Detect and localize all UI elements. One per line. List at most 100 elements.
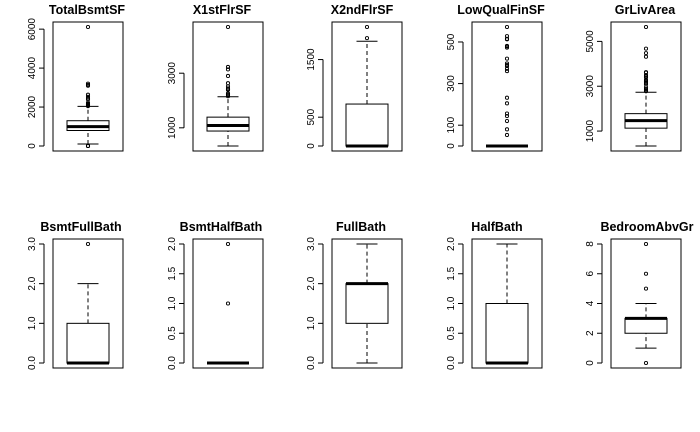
outlier-point bbox=[643, 77, 649, 83]
plot-frame bbox=[192, 238, 264, 369]
y-tick-label: 1.0 bbox=[306, 316, 317, 330]
outlier-point bbox=[643, 70, 649, 75]
outlier-point bbox=[504, 36, 510, 41]
outlier-point bbox=[504, 95, 510, 100]
iqr-box bbox=[66, 322, 110, 364]
outlier-point bbox=[504, 56, 510, 61]
y-tick-label: 0.0 bbox=[306, 356, 317, 370]
outlier-point bbox=[364, 36, 370, 41]
outlier-point bbox=[504, 113, 510, 119]
plot-frame bbox=[610, 238, 682, 369]
boxplot-panel: LowQualFinSF 0 100 300 500 bbox=[446, 3, 545, 152]
panel-title: X1stFlrSF bbox=[193, 3, 252, 17]
y-tick-label: 2.0 bbox=[446, 237, 457, 251]
plot-frame bbox=[610, 21, 682, 152]
panel-title: LowQualFinSF bbox=[457, 3, 545, 17]
y-tick-label: 0.5 bbox=[446, 326, 457, 340]
y-tick-label: 2.0 bbox=[27, 276, 38, 290]
outlier-point bbox=[504, 111, 510, 116]
outlier-point bbox=[643, 271, 649, 276]
outlier-point bbox=[643, 360, 649, 366]
outlier-point bbox=[225, 86, 231, 91]
boxplot-panel: HalfBath 0.0 0.5 1.0 1.5 2.0 bbox=[446, 220, 543, 370]
y-tick-label: 2 bbox=[585, 330, 596, 336]
y-tick-label: 0 bbox=[27, 143, 38, 149]
outlier-point bbox=[85, 92, 91, 97]
y-tick-label: 3.0 bbox=[306, 237, 317, 251]
plot-frame bbox=[331, 21, 403, 152]
plot-frame bbox=[331, 238, 403, 369]
outlier-point bbox=[85, 241, 91, 247]
y-tick-label: 2.0 bbox=[306, 276, 317, 290]
outlier-point bbox=[85, 81, 91, 86]
y-tick-label: 3.0 bbox=[27, 237, 38, 251]
boxplot-panel: FullBath 0.0 1.0 2.0 3.0 bbox=[306, 220, 403, 370]
y-tick-label: 500 bbox=[306, 108, 317, 125]
boxplot-panel: X1stFlrSF 1000 3000 bbox=[167, 3, 264, 152]
boxplot-panel: GrLivArea 1000 3000 5000 bbox=[585, 3, 682, 152]
outlier-point bbox=[85, 94, 91, 99]
outlier-point bbox=[225, 73, 231, 79]
y-tick-label: 3000 bbox=[585, 75, 596, 98]
y-tick-label: 1.5 bbox=[446, 266, 457, 280]
plot-frame bbox=[52, 238, 124, 369]
plot-frame bbox=[52, 21, 124, 152]
outlier-point bbox=[225, 67, 231, 72]
outlier-point bbox=[85, 143, 91, 149]
y-tick-label: 0 bbox=[446, 143, 457, 149]
outlier-point bbox=[504, 43, 510, 48]
plot-frame bbox=[471, 238, 543, 369]
outlier-point bbox=[504, 34, 510, 39]
outlier-point bbox=[225, 24, 231, 30]
iqr-box bbox=[345, 103, 389, 147]
outlier-point bbox=[225, 241, 231, 247]
y-tick-label: 4000 bbox=[27, 57, 38, 80]
boxplot-panel: BedroomAbvGr 0 2 4 6 8 bbox=[585, 220, 694, 369]
iqr-box bbox=[485, 303, 529, 364]
boxplot-panel: X2ndFlrSF 0 500 1500 bbox=[306, 3, 403, 152]
y-tick-label: 8 bbox=[585, 241, 596, 247]
outlier-point bbox=[643, 87, 649, 92]
boxplot-panel: TotalBsmtSF 0 2000 4000 6000 bbox=[27, 3, 125, 152]
y-tick-label: 4 bbox=[585, 300, 596, 306]
outlier-point bbox=[504, 101, 510, 106]
outlier-point bbox=[643, 51, 649, 56]
outlier-point bbox=[504, 118, 510, 124]
iqr-box bbox=[345, 283, 389, 324]
panel-title: HalfBath bbox=[471, 220, 522, 234]
y-tick-label: 0.0 bbox=[27, 356, 38, 370]
y-tick-label: 6 bbox=[585, 271, 596, 277]
y-tick-label: 1.0 bbox=[167, 296, 178, 310]
panel-title: FullBath bbox=[336, 220, 386, 234]
y-tick-label: 100 bbox=[446, 116, 457, 133]
y-tick-label: 0.0 bbox=[167, 356, 178, 370]
outlier-point bbox=[504, 66, 510, 71]
outlier-point bbox=[85, 24, 91, 30]
outlier-point bbox=[643, 241, 649, 247]
y-tick-label: 1000 bbox=[585, 120, 596, 143]
y-tick-label: 0.0 bbox=[446, 356, 457, 370]
outlier-point bbox=[643, 286, 649, 291]
y-tick-label: 2000 bbox=[27, 95, 38, 118]
boxplot-panel: BsmtHalfBath 0.0 0.5 1.0 1.5 2.0 bbox=[167, 220, 264, 370]
outlier-point bbox=[225, 81, 231, 86]
y-tick-label: 2.0 bbox=[167, 237, 178, 251]
y-tick-label: 300 bbox=[446, 75, 457, 92]
outlier-point bbox=[643, 46, 649, 51]
y-tick-label: 0 bbox=[306, 143, 317, 149]
plot-frame bbox=[471, 21, 543, 152]
plot-frame bbox=[192, 21, 264, 152]
outlier-point bbox=[643, 24, 649, 30]
y-tick-label: 1.0 bbox=[446, 296, 457, 310]
y-tick-label: 0.5 bbox=[167, 326, 178, 340]
y-tick-label: 0 bbox=[585, 360, 596, 366]
y-tick-label: 1000 bbox=[167, 116, 178, 139]
outlier-point bbox=[225, 301, 231, 306]
outlier-point bbox=[504, 24, 510, 30]
outlier-point bbox=[364, 24, 370, 30]
y-tick-label: 1.5 bbox=[167, 266, 178, 280]
panel-title: BsmtHalfBath bbox=[180, 220, 263, 234]
panel-title: GrLivArea bbox=[615, 3, 676, 17]
outlier-point bbox=[225, 64, 231, 70]
